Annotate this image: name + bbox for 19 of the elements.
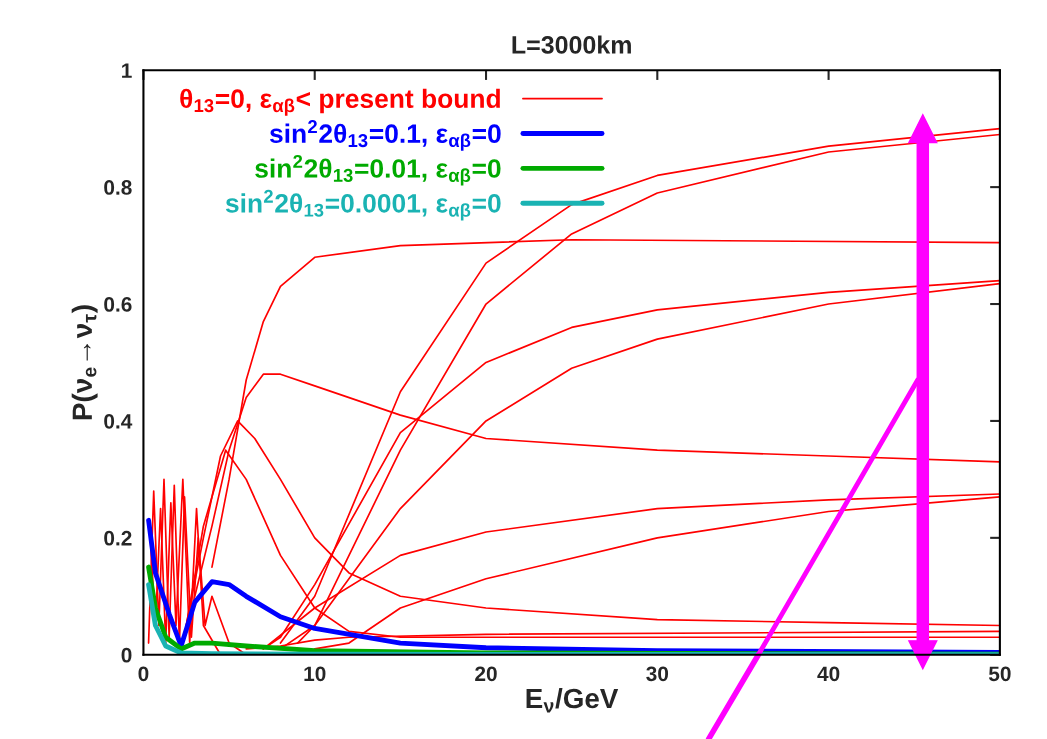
legend-label: sin$^{2}$2θ$_{13}$=0.0001, ε$_{αβ}$=0 [225, 189, 501, 221]
x-tick-label: 0 [138, 666, 149, 682]
x-tick-label: 30 [646, 666, 669, 682]
x-tick-label: 50 [988, 666, 1011, 682]
legend-label: θ$_{13}$=0, ε$_{αβ}$< present bound [180, 88, 500, 116]
x-tick-label: 20 [475, 666, 497, 682]
x-axis-title: E$_{ν}$/GeV [526, 687, 619, 713]
chart-title: L=3000km [512, 35, 631, 54]
y-tick-label: 0 [121, 647, 132, 663]
y-tick-label: 1 [122, 63, 132, 78]
y-axis-title: P(ν$_{e}$→ν$_{τ}$) [71, 305, 98, 420]
x-tick-label: 10 [304, 666, 326, 682]
legend-label: sin$^{2}$2θ$_{13}$=0.1, ε$_{αβ}$=0 [269, 120, 501, 151]
y-tick-label: 0.8 [104, 180, 132, 195]
y-tick-label: 0.4 [104, 413, 133, 429]
legend-label: sin$^{2}$2θ$_{13}$=0.01, ε$_{αβ}$=0 [255, 154, 501, 186]
y-tick-label: 0.2 [104, 530, 132, 546]
y-tick-label: 0.6 [104, 297, 132, 312]
x-tick-label: 40 [817, 666, 840, 682]
